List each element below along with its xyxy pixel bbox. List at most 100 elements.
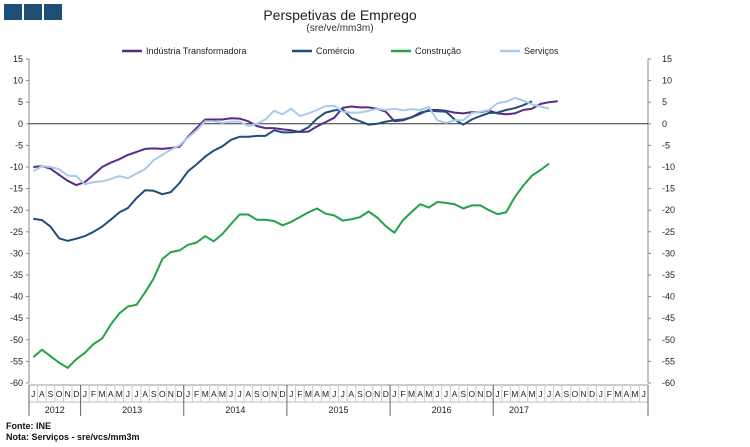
y-tick-label-left: -60 [10, 378, 23, 388]
month-label: A [211, 389, 217, 399]
month-label: F [297, 389, 302, 399]
month-label: J [238, 389, 242, 399]
month-label: N [477, 389, 483, 399]
month-label: O [365, 389, 372, 399]
year-label: 2017 [509, 405, 529, 415]
series-line [33, 100, 558, 187]
month-label: M [219, 389, 226, 399]
legend-label: Comércio [316, 46, 355, 56]
y-tick-label-right: -55 [662, 356, 675, 366]
month-label: N [168, 389, 174, 399]
month-label: J [289, 389, 293, 399]
month-label: A [108, 389, 114, 399]
logo-block [44, 4, 62, 20]
month-label: F [504, 389, 509, 399]
month-label: J [495, 389, 499, 399]
month-label: A [39, 389, 45, 399]
month-label: J [538, 389, 542, 399]
month-label: O [572, 389, 579, 399]
month-label: N [65, 389, 71, 399]
year-label: 2012 [45, 405, 65, 415]
y-tick-label-left: -50 [10, 335, 23, 345]
y-tick-label-left: -35 [10, 270, 23, 280]
month-label: M [425, 389, 432, 399]
year-label: 2016 [432, 405, 452, 415]
year-label: 2013 [122, 405, 142, 415]
series-line [32, 162, 550, 369]
month-label: M [511, 389, 518, 399]
month-label: S [254, 389, 260, 399]
y-tick-label-right: -20 [662, 205, 675, 215]
month-label: M [408, 389, 415, 399]
month-label: A [349, 389, 355, 399]
footnote: Nota: Serviços - sre/vcs/mm3m [6, 432, 140, 442]
y-tick-label-left: -25 [10, 227, 23, 237]
y-tick-label-right: -30 [662, 248, 675, 258]
y-tick-label-left: -45 [10, 313, 23, 323]
month-label: M [116, 389, 123, 399]
month-label: J [332, 389, 336, 399]
month-label: J [599, 389, 603, 399]
logo-block [24, 4, 42, 20]
month-label: J [31, 389, 35, 399]
month-label: J [83, 389, 87, 399]
month-label: D [176, 389, 182, 399]
month-label: J [126, 389, 130, 399]
chart-subtitle: (sre/ve/mm3m) [306, 23, 374, 34]
month-label: M [322, 389, 329, 399]
y-tick-label-left: -20 [10, 205, 23, 215]
y-tick-label-right: -40 [662, 292, 675, 302]
month-label: M [305, 389, 312, 399]
month-label: J [642, 389, 646, 399]
y-tick-label-left: -30 [10, 248, 23, 258]
month-label: A [452, 389, 458, 399]
month-label: D [486, 389, 492, 399]
month-label: J [435, 389, 439, 399]
y-tick-label-left: -55 [10, 356, 23, 366]
month-label: S [48, 389, 54, 399]
y-tick-label-right: -10 [662, 162, 675, 172]
series-line [33, 100, 533, 242]
year-label: 2015 [328, 405, 348, 415]
month-label: F [607, 389, 612, 399]
y-tick-label-left: -5 [15, 140, 23, 150]
month-label: N [271, 389, 277, 399]
month-label: S [151, 389, 157, 399]
y-tick-label-right: -5 [662, 140, 670, 150]
month-label: M [632, 389, 639, 399]
chart-title: Perspetivas de Emprego [263, 7, 417, 23]
y-tick-label-left: -15 [10, 184, 23, 194]
y-tick-label-right: -45 [662, 313, 675, 323]
month-label: A [245, 389, 251, 399]
y-tick-label-left: -40 [10, 292, 23, 302]
source-note: Fonte: INE [6, 421, 51, 431]
month-label: A [624, 389, 630, 399]
month-label: M [614, 389, 621, 399]
month-label: A [417, 389, 423, 399]
y-tick-label-left: 10 [13, 76, 23, 86]
month-label: M [528, 389, 535, 399]
month-label: O [159, 389, 166, 399]
month-label: N [580, 389, 586, 399]
month-label: J [547, 389, 551, 399]
month-label: A [521, 389, 527, 399]
y-tick-label-right: -25 [662, 227, 675, 237]
month-label: J [392, 389, 396, 399]
y-tick-label-left: 0 [18, 119, 23, 129]
month-label: D [589, 389, 595, 399]
month-label: D [73, 389, 79, 399]
month-label: O [56, 389, 63, 399]
month-label: D [383, 389, 389, 399]
logo-block [4, 4, 22, 20]
y-tick-label-right: -60 [662, 378, 675, 388]
y-tick-label-right: 0 [662, 119, 667, 129]
y-tick-label-right: -35 [662, 270, 675, 280]
month-label: S [357, 389, 363, 399]
month-label: S [460, 389, 466, 399]
logo [4, 4, 62, 20]
y-tick-label-right: -50 [662, 335, 675, 345]
month-label: A [555, 389, 561, 399]
month-label: O [468, 389, 475, 399]
y-tick-label-left: 5 [18, 97, 23, 107]
series-line [32, 96, 550, 186]
